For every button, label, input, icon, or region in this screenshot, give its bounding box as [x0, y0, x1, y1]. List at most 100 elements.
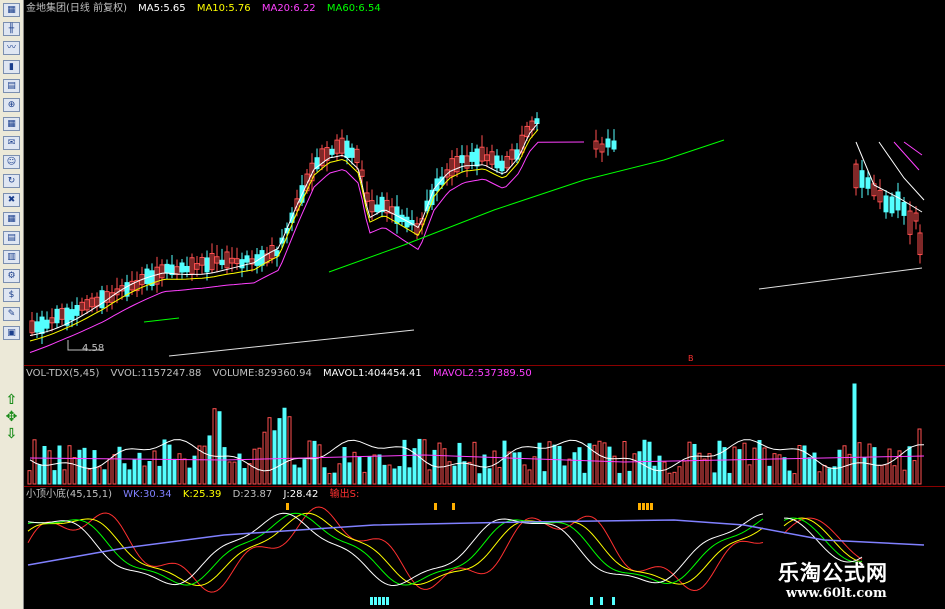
volume-bar — [337, 463, 342, 485]
exit-icon[interactable]: ✖ — [3, 193, 20, 207]
trend-line — [168, 267, 923, 357]
volume-bar — [767, 465, 772, 485]
volume-bar — [552, 444, 557, 485]
volume-bar — [522, 464, 527, 485]
volume-bar — [572, 452, 577, 485]
candle-body — [859, 170, 865, 188]
volume-bar — [707, 453, 712, 485]
zoom-icon[interactable]: ⊕ — [3, 98, 20, 112]
top-signal-marker — [650, 503, 653, 510]
stock-chart-canvas[interactable] — [24, 0, 945, 609]
volume-bar — [732, 446, 737, 485]
volume-bar — [627, 470, 632, 485]
stock-title: 金地集团(日线 前复权) — [26, 3, 127, 14]
candle-body — [229, 257, 235, 264]
volume-bar — [712, 472, 717, 485]
candle-body — [354, 148, 360, 164]
candle-body — [44, 319, 50, 329]
grid-icon[interactable]: ▦ — [3, 212, 20, 226]
volume-bar — [152, 450, 157, 485]
volume-bar — [167, 444, 172, 485]
window-icon[interactable]: ▣ — [3, 326, 20, 340]
candle-body — [49, 317, 55, 324]
volume-bar — [407, 467, 412, 485]
volume-bar — [87, 468, 92, 485]
volume-bar — [772, 453, 777, 485]
volume-bar — [452, 465, 457, 485]
volume-bar — [77, 449, 82, 485]
candle-body — [454, 156, 460, 173]
kline-icon[interactable]: ╫ — [3, 22, 20, 36]
top-signal-marker — [286, 503, 289, 510]
bottom-signal-marker — [612, 597, 615, 605]
line-chart-icon[interactable]: 〰 — [3, 41, 20, 55]
mavol2-line — [29, 454, 925, 463]
candle-body — [254, 254, 260, 266]
volume-bar — [842, 445, 847, 485]
settings-icon[interactable]: ⚙ — [3, 269, 20, 283]
refresh-icon[interactable]: ↻ — [3, 174, 20, 188]
candle-body — [414, 223, 420, 235]
data-icon[interactable]: ▥ — [3, 250, 20, 264]
vvol-value: VVOL:1157247.88 — [110, 368, 202, 379]
panel-separator — [24, 365, 945, 366]
volume-bar — [162, 439, 167, 485]
candle-body — [104, 291, 110, 303]
candle-body — [329, 148, 335, 155]
bar-chart-icon[interactable]: ▮ — [3, 60, 20, 74]
table-icon[interactable]: ▤ — [3, 231, 20, 245]
volume-bar — [267, 417, 272, 485]
candle-body — [913, 212, 919, 222]
volume-bar — [82, 447, 87, 485]
candle-body — [274, 250, 280, 257]
volume-bar — [447, 461, 452, 485]
down-arrow-icon[interactable]: ⇩ — [5, 426, 18, 442]
candle-body — [504, 155, 510, 169]
volume-bar — [62, 469, 67, 485]
candle-body — [179, 262, 185, 273]
candle-body — [474, 148, 480, 167]
candle-body — [917, 232, 923, 256]
volume-bar — [737, 449, 742, 485]
candle-body — [249, 258, 255, 265]
volume-bar — [847, 453, 852, 485]
volume-bar — [367, 456, 372, 485]
volume-bar — [177, 453, 182, 485]
move-icon[interactable]: ✥ — [5, 409, 18, 425]
volume-bar — [427, 469, 432, 485]
volume-bar — [187, 467, 192, 485]
volume-bar — [897, 450, 902, 485]
volume-bar — [852, 383, 857, 485]
users-icon[interactable]: ☺ — [3, 155, 20, 169]
volume-bar — [272, 430, 277, 485]
candle-body — [349, 147, 355, 158]
volume-bar — [567, 458, 572, 485]
volume-bar — [102, 469, 107, 485]
volume-bar — [437, 442, 442, 485]
volume-bar — [532, 456, 537, 485]
calendar-icon[interactable]: ▦ — [3, 117, 20, 131]
chart-area: 金地集团(日线 前复权) MA5:5.65 MA10:5.76 MA20:6.2… — [24, 0, 945, 609]
tools-icon[interactable]: ✎ — [3, 307, 20, 321]
volume-bar — [137, 452, 142, 485]
volume-bar — [787, 470, 792, 485]
indicator-icon[interactable]: ▤ — [3, 79, 20, 93]
volume-bar — [122, 463, 127, 485]
volume-bar — [182, 458, 187, 485]
chart-type-icon[interactable]: ▦ — [3, 3, 20, 17]
volume-bar — [677, 466, 682, 485]
ma5-line — [855, 141, 925, 213]
candle-body — [69, 309, 75, 321]
candle-body — [169, 264, 175, 276]
volume-bar — [502, 440, 507, 485]
ma5-line — [29, 122, 539, 336]
candle-body — [359, 169, 365, 177]
volume-bar — [307, 440, 312, 485]
candle-body — [64, 307, 70, 326]
volume-bar — [672, 471, 677, 485]
volume-bar — [282, 407, 287, 485]
mail-icon[interactable]: ✉ — [3, 136, 20, 150]
money-icon[interactable]: $ — [3, 288, 20, 302]
up-arrow-icon[interactable]: ⇧ — [5, 392, 18, 408]
volume-bar — [147, 461, 152, 485]
